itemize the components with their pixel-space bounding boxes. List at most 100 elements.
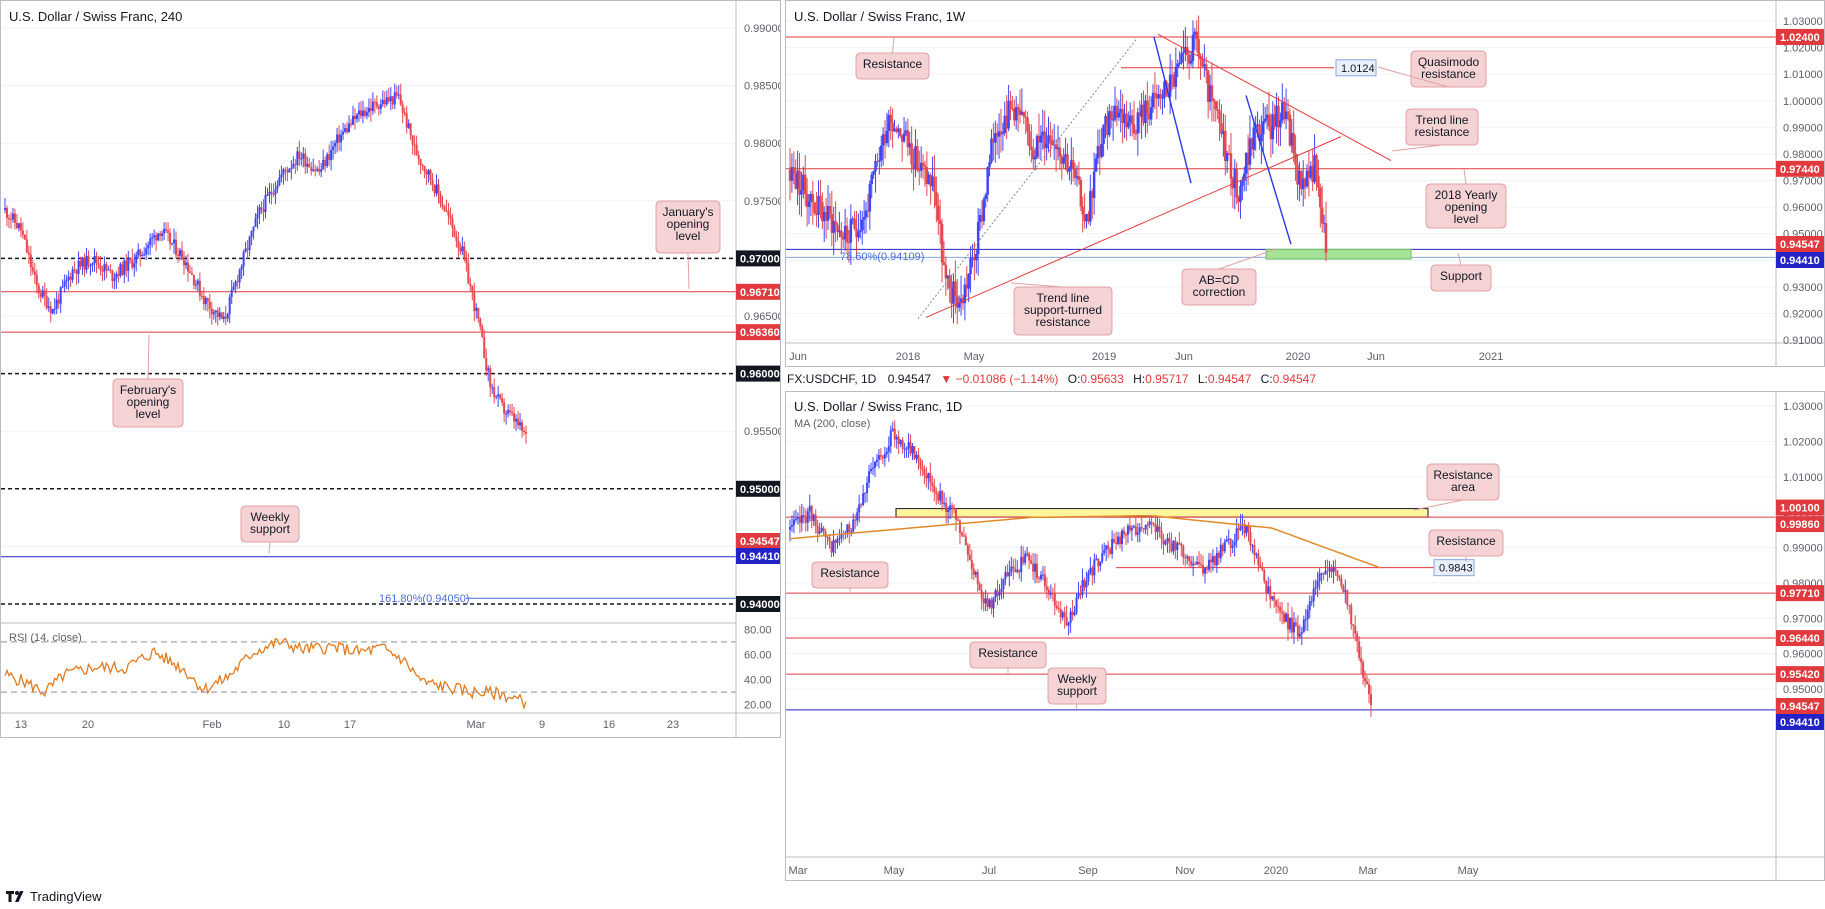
candle-body xyxy=(471,286,474,293)
candle-body xyxy=(1336,570,1339,577)
w1-chart-svg[interactable]: 1.03000 1.02000 1.01000 1.00000 0.99000 0.980… xyxy=(786,1,1825,367)
ab-cd-leg xyxy=(1245,95,1292,245)
candle-body xyxy=(912,164,915,170)
candle-body xyxy=(17,223,20,229)
candle-body xyxy=(1304,619,1307,621)
candle-body xyxy=(1085,214,1088,222)
candle-body xyxy=(208,301,211,309)
h4-chart-panel[interactable]: 0.99000 0.98500 0.98000 0.97500 0.97000 0.965… xyxy=(0,0,781,738)
candle-body xyxy=(834,221,837,226)
candle-body xyxy=(994,590,997,598)
candle-body xyxy=(403,112,406,114)
d1-chart-svg[interactable]: 1.030001.020001.010001.000000.990000.980… xyxy=(786,392,1825,881)
candle-body xyxy=(101,269,104,272)
candle-body xyxy=(73,269,76,271)
candle-body xyxy=(910,143,913,165)
w1-price-label: 0.97000 xyxy=(1783,176,1823,188)
candle-body xyxy=(1020,111,1024,116)
candle-body xyxy=(937,205,940,221)
candle-body xyxy=(1160,530,1163,539)
candle-body xyxy=(1087,214,1090,222)
candle-body xyxy=(1290,617,1293,633)
candle-body xyxy=(798,170,801,195)
candle-body xyxy=(367,107,370,113)
w1-fib-label: 78.60%(0.94109) xyxy=(840,251,924,263)
candle-body xyxy=(1162,538,1165,545)
candle-body xyxy=(1022,111,1026,117)
candle-body xyxy=(1364,677,1367,682)
candle-body xyxy=(897,436,900,445)
candle-body xyxy=(1292,133,1295,154)
h4-price-tag: 0.94547 xyxy=(740,536,780,548)
candle-body xyxy=(838,230,841,233)
d1-price-tag: 0.99860 xyxy=(1780,519,1820,531)
last-price: 0.94547 xyxy=(888,372,932,386)
tradingview-logo[interactable]: TradingView xyxy=(4,888,102,904)
candle-body xyxy=(1256,124,1259,126)
candle-body xyxy=(965,284,969,289)
candle-body xyxy=(1292,622,1295,633)
candle-body xyxy=(1004,572,1007,580)
candle-body xyxy=(967,274,970,289)
candle-body xyxy=(322,159,325,170)
candle-body xyxy=(846,524,849,533)
candle-body xyxy=(1283,613,1286,622)
w1-price-label: 1.02000 xyxy=(1783,43,1823,55)
candle-body xyxy=(350,123,353,125)
candle-body xyxy=(1047,135,1050,144)
candle-body xyxy=(286,170,289,173)
candle-body xyxy=(879,455,882,457)
d1-chart-panel[interactable]: 1.030001.020001.010001.000000.990000.980… xyxy=(785,391,1825,881)
candle-body xyxy=(1322,573,1325,575)
candle-body xyxy=(832,221,835,233)
candle-body xyxy=(111,270,114,282)
candle-body xyxy=(862,217,866,220)
candle-body xyxy=(393,92,396,105)
candle-body xyxy=(963,284,967,304)
candle-body xyxy=(409,123,412,136)
candle-body xyxy=(1320,207,1324,224)
candle-body xyxy=(99,265,102,270)
candle-body xyxy=(1197,38,1200,57)
candle-body xyxy=(1189,60,1193,64)
candle-body xyxy=(397,94,400,96)
candle-body xyxy=(163,228,166,234)
candle-body xyxy=(246,248,249,250)
candle-body xyxy=(1067,622,1070,626)
weekly-support-callout-d1: Weekly xyxy=(1057,672,1096,686)
candle-body xyxy=(165,228,168,231)
w1-price-label: 1.00000 xyxy=(1783,96,1823,108)
h4-price-tag: 0.94000 xyxy=(740,599,780,611)
candle-body xyxy=(1260,134,1263,142)
candle-body xyxy=(1155,94,1159,99)
candle-body xyxy=(948,275,951,288)
candle-body xyxy=(95,256,98,264)
candle-body xyxy=(978,584,981,591)
candle-body xyxy=(816,526,819,534)
trend-line-support-callout: Trend line xyxy=(1037,291,1090,305)
w1-chart-panel[interactable]: 1.03000 1.02000 1.01000 1.00000 0.99000 0.980… xyxy=(785,0,1825,367)
candle-body xyxy=(872,171,875,175)
candle-body xyxy=(1281,102,1284,121)
d1-price-tag-bg xyxy=(1776,630,1824,647)
d1-x-label: May xyxy=(884,865,905,877)
candle-body xyxy=(828,205,832,215)
candle-body xyxy=(810,505,813,521)
candle-body xyxy=(1227,538,1230,540)
candle-body xyxy=(365,112,368,116)
candle-body xyxy=(1233,169,1237,189)
candle-body xyxy=(1059,609,1062,618)
candle-body xyxy=(1277,105,1280,128)
candle-body xyxy=(915,454,918,459)
candle-body xyxy=(1093,559,1096,576)
candle-body xyxy=(1026,117,1029,132)
candle-body xyxy=(226,313,229,319)
candle-body xyxy=(895,128,898,132)
candle-body xyxy=(792,167,796,174)
candle-body xyxy=(877,455,880,460)
candle-body xyxy=(435,184,438,194)
h4-chart-svg[interactable]: 0.99000 0.98500 0.98000 0.97500 0.97000 0.965… xyxy=(1,1,781,738)
candle-body xyxy=(1134,133,1138,135)
candle-body xyxy=(1258,124,1261,142)
yearly-opening-callout: level xyxy=(1454,212,1479,226)
